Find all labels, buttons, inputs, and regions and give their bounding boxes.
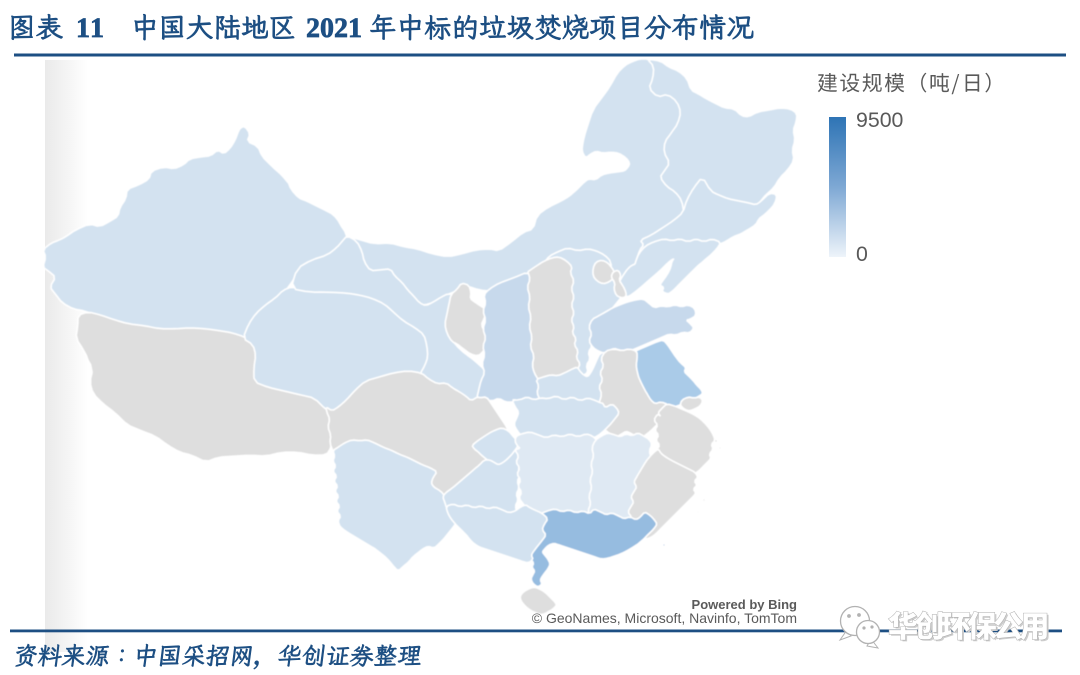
svg-text:0: 0 — [856, 242, 868, 266]
svg-text:Powered by Bing: Powered by Bing — [692, 597, 798, 612]
svg-text:© GeoNames, Microsoft, Navinfo: © GeoNames, Microsoft, Navinfo, TomTom — [532, 610, 797, 626]
svg-text:9500: 9500 — [856, 108, 904, 132]
